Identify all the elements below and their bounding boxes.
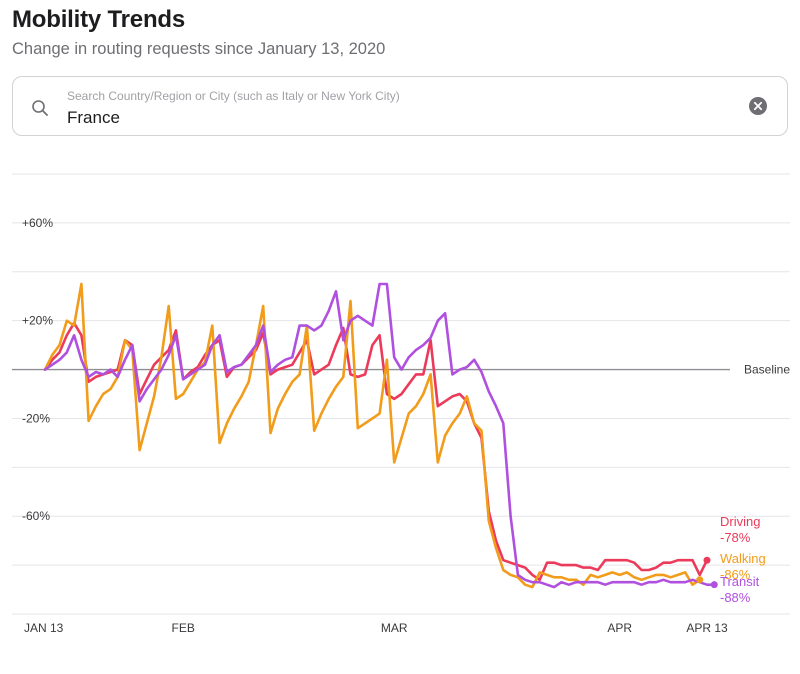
page-subtitle: Change in routing requests since January… <box>12 40 386 58</box>
x-tick-label: APR 13 <box>686 621 728 635</box>
series-value-walking: -86% <box>720 567 751 582</box>
series-label-driving: Driving <box>720 514 760 529</box>
series-label-walking: Walking <box>720 551 766 566</box>
mobility-chart: Baseline +60% +20% -20% -60% JAN 13 FEB MAR APR A… <box>12 173 790 635</box>
y-tick-label: +20% <box>22 314 53 328</box>
series-value-driving: -78% <box>720 530 751 545</box>
series-endpoint-transit <box>710 581 718 589</box>
search-box[interactable]: Search Country/Region or City (such as I… <box>12 76 788 136</box>
y-tick-label: -60% <box>22 509 50 523</box>
series-line-driving <box>43 321 709 582</box>
baseline-label: Baseline <box>744 363 790 377</box>
search-input[interactable] <box>67 107 707 129</box>
search-icon <box>32 100 48 116</box>
x-tick-label: MAR <box>381 621 408 635</box>
clear-search-icon[interactable] <box>749 97 767 115</box>
series-label-transit: Transit <box>720 574 760 589</box>
series-endpoint-walking <box>696 576 704 584</box>
search-placeholder: Search Country/Region or City (such as I… <box>67 89 400 103</box>
y-tick-label: -20% <box>22 411 50 425</box>
series-line-walking <box>43 282 702 589</box>
page-title: Mobility Trends <box>12 6 186 33</box>
x-tick-label: JAN 13 <box>24 621 64 635</box>
x-tick-label: FEB <box>172 621 195 635</box>
series-value-transit: -88% <box>720 590 751 605</box>
series-endpoint-driving <box>703 556 711 564</box>
y-tick-label: +60% <box>22 216 53 230</box>
series-line-transit <box>43 282 716 589</box>
x-tick-label: APR <box>607 621 632 635</box>
